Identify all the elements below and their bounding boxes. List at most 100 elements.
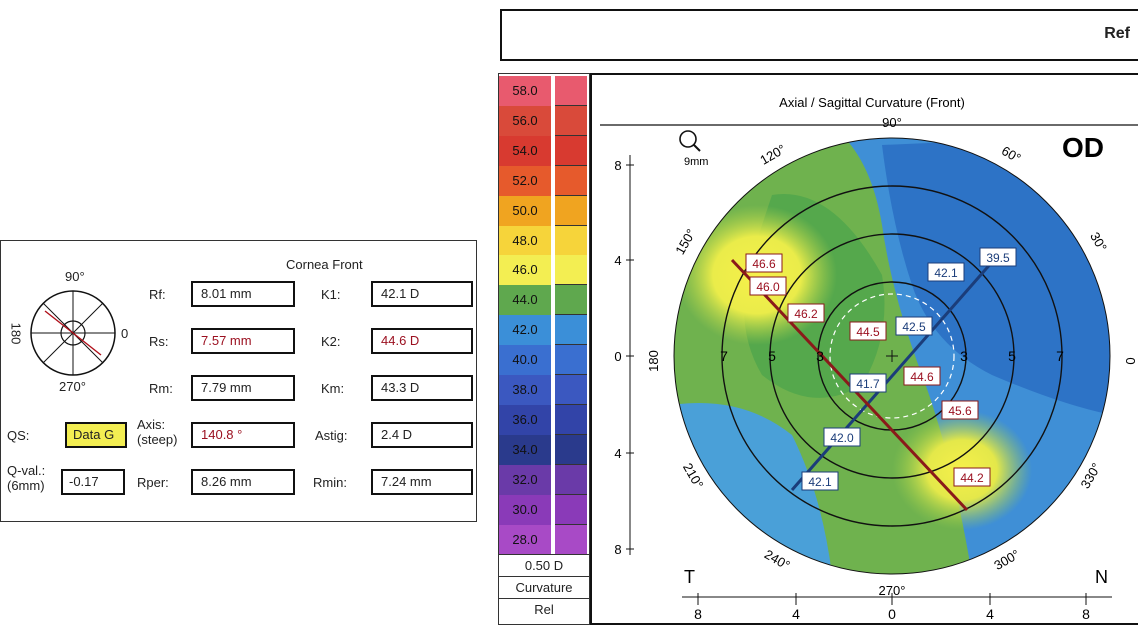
temporal-label: T	[684, 567, 695, 587]
report-header: Ref	[500, 9, 1138, 61]
scale-swatch	[555, 285, 587, 316]
scale-swatch	[555, 255, 587, 286]
scale-swatch	[555, 524, 587, 555]
k1-label: K1:	[321, 287, 341, 302]
angle-label: 30°	[1087, 229, 1110, 254]
reading-value: 39.5	[986, 251, 1010, 265]
rm-label: Rm:	[149, 381, 173, 396]
scale-value: 30.0	[499, 494, 551, 525]
qval-label-line2: (6mm)	[7, 478, 45, 493]
km-label: Km:	[321, 381, 345, 396]
ring-label: 3	[816, 348, 824, 364]
flat-reading: 42.5	[895, 316, 933, 336]
qval-label-line1: Q-val.:	[7, 463, 46, 478]
scale-value: 40.0	[499, 345, 551, 376]
reading-value: 42.1	[808, 475, 832, 489]
scale-value: 56.0	[499, 105, 551, 136]
ring-label: 7	[1056, 348, 1064, 364]
steep-reading: 44.6	[903, 366, 941, 386]
rs-value: 7.57 mm	[191, 328, 295, 354]
compass-top-label: 90°	[65, 269, 85, 284]
x-tick-label: 8	[694, 606, 702, 622]
y-tick-label: 4	[614, 446, 621, 461]
angle-label: 270°	[879, 583, 906, 598]
qval-label: Q-val.: (6mm)	[7, 463, 45, 493]
qval-value: -0.17	[61, 469, 125, 495]
reading-value: 42.1	[934, 266, 958, 280]
color-scale: 58.0 56.0 54.0 52.0 50.0 48.0 46.0 44.0 42.0 40.0…	[498, 73, 590, 625]
y-tick-label: 8	[614, 542, 621, 557]
rper-value: 8.26 mm	[191, 469, 295, 495]
scale-mode: Curvature	[499, 576, 589, 598]
flat-reading: 39.5	[979, 247, 1017, 267]
reading-value: 44.6	[910, 370, 934, 384]
compass-icon	[30, 290, 116, 376]
angle-label: 210°	[680, 460, 706, 491]
cornea-front-panel: Cornea Front 90° 0 180 270° Rf: 8.01 mm …	[0, 240, 477, 522]
ring-label: 5	[768, 348, 776, 364]
zoom-label: 9mm	[684, 156, 708, 168]
scale-swatch	[555, 404, 587, 435]
steep-reading: 45.6	[941, 400, 979, 420]
scale-swatch	[555, 434, 587, 465]
reading-value: 46.6	[752, 257, 776, 271]
scale-value: 58.0	[499, 76, 551, 106]
nasal-label: N	[1095, 567, 1108, 587]
angle-label: 90°	[882, 115, 902, 130]
angle-label: 150°	[672, 226, 698, 257]
scale-value: 38.0	[499, 375, 551, 405]
compass-bottom-label: 270°	[59, 379, 86, 394]
astig-label: Astig:	[315, 428, 348, 443]
panel-title: Cornea Front	[286, 257, 363, 272]
curvature-map-panel: Axial / Sagittal Curvature (Front) OD 9m…	[590, 73, 1138, 625]
zoom-icon[interactable]	[679, 130, 701, 152]
header-title: Ref	[1104, 25, 1130, 42]
ring-label: 3	[960, 348, 968, 364]
angle-label: 180	[646, 350, 661, 372]
x-tick-label: 8	[1082, 606, 1090, 622]
steep-reading: 46.0	[749, 276, 787, 296]
steep-reading: 44.2	[953, 467, 991, 487]
flat-reading: 42.0	[823, 427, 861, 447]
k2-value: 44.6 D	[371, 328, 473, 354]
reading-value: 44.5	[856, 325, 880, 339]
rmin-label: Rmin:	[313, 475, 347, 490]
reading-value: 44.2	[960, 471, 984, 485]
scale-value: 50.0	[499, 195, 551, 226]
scale-swatch	[555, 135, 587, 166]
eye-label: OD	[1062, 132, 1104, 163]
rf-value: 8.01 mm	[191, 281, 295, 307]
curvature-map: Axial / Sagittal Curvature (Front) OD 9m…	[600, 95, 1138, 622]
flat-reading: 42.1	[801, 471, 839, 491]
reading-value: 46.0	[756, 280, 780, 294]
reading-value: 45.6	[948, 404, 972, 418]
ring-label: 7	[720, 348, 728, 364]
scale-value: 46.0	[499, 255, 551, 286]
scale-swatch	[555, 165, 587, 196]
axis-value: 140.8 °	[191, 422, 295, 448]
rf-label: Rf:	[149, 287, 166, 302]
compass-left-label: 180	[8, 322, 24, 345]
steep-reading: 44.5	[849, 321, 887, 341]
scale-value: 48.0	[499, 225, 551, 256]
angle-label: 330°	[1078, 460, 1104, 491]
qs-status-badge: Data G	[65, 422, 127, 448]
scale-value: 44.0	[499, 285, 551, 316]
reading-value: 41.7	[856, 377, 880, 391]
scale-swatch	[555, 345, 587, 376]
km-value: 43.3 D	[371, 375, 473, 401]
scale-ref: Rel	[499, 598, 589, 620]
flat-reading: 41.7	[849, 373, 887, 393]
scale-value: 32.0	[499, 464, 551, 495]
x-tick-label: 4	[792, 606, 800, 622]
axis-label-line1: Axis:	[137, 417, 166, 432]
scale-swatch	[555, 76, 587, 106]
scale-swatch	[555, 105, 587, 136]
scale-swatch	[555, 494, 587, 525]
steep-reading: 46.2	[787, 303, 825, 323]
x-tick-label: 0	[888, 606, 896, 622]
angle-label: 240°	[762, 547, 793, 573]
scale-swatch	[555, 225, 587, 256]
angle-label: 300°	[991, 547, 1022, 573]
scale-swatch	[555, 464, 587, 495]
